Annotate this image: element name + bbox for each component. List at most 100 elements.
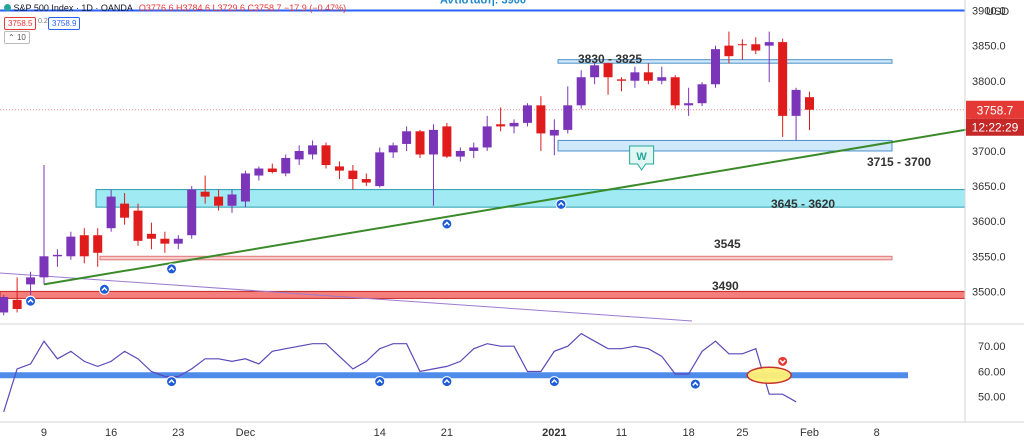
candle-up[interactable]: [281, 157, 291, 174]
candle-up[interactable]: [227, 194, 237, 206]
candle-down[interactable]: [93, 235, 103, 253]
candle-down[interactable]: [670, 77, 680, 106]
candle-up[interactable]: [590, 65, 600, 78]
sell-signal-icon[interactable]: [777, 355, 789, 367]
candle-down[interactable]: [160, 238, 170, 244]
candle-up[interactable]: [375, 152, 385, 187]
zone-3545[interactable]: [99, 255, 893, 261]
price-tick-label: 3800.0: [972, 76, 1006, 88]
candle-down[interactable]: [616, 79, 626, 81]
candle-down[interactable]: [361, 179, 371, 183]
candle-up[interactable]: [39, 256, 49, 278]
resistance-label: Αντίσταση: 3900: [440, 0, 526, 7]
buy-signal-icon[interactable]: [441, 218, 453, 230]
rsi-breakdown-highlight[interactable]: [746, 366, 792, 385]
candle-down[interactable]: [79, 235, 89, 257]
candle-up[interactable]: [684, 103, 694, 106]
bid-button[interactable]: 3758.5: [4, 17, 37, 30]
candle-down[interactable]: [12, 299, 22, 309]
candle-up[interactable]: [106, 196, 116, 229]
level-label-3830: 3830 - 3825: [578, 52, 642, 66]
candle-down[interactable]: [751, 44, 761, 51]
candle-up[interactable]: [657, 77, 667, 81]
candle-down[interactable]: [348, 170, 358, 180]
candle-up[interactable]: [254, 168, 264, 176]
candle-down[interactable]: [267, 168, 277, 173]
candle-down[interactable]: [724, 45, 734, 57]
candle-down[interactable]: [120, 203, 130, 218]
candle-up[interactable]: [697, 84, 707, 104]
candle-down[interactable]: [321, 145, 331, 166]
candle-up[interactable]: [469, 147, 479, 151]
candle-up[interactable]: [402, 131, 412, 144]
candle-down[interactable]: [334, 166, 344, 171]
rsi-buy-signal-icon[interactable]: [441, 376, 453, 388]
candle-down[interactable]: [200, 191, 210, 197]
candle-up[interactable]: [26, 277, 36, 285]
candle-up[interactable]: [482, 126, 492, 148]
buy-signal-icon[interactable]: [25, 295, 37, 307]
zone-3490[interactable]: [0, 290, 966, 299]
w-pattern-callout[interactable]: [629, 145, 655, 171]
candle-up[interactable]: [522, 105, 532, 123]
time-tick-label: Feb: [800, 427, 819, 439]
buy-signal-icon[interactable]: [166, 263, 178, 275]
candle-down[interactable]: [536, 105, 546, 134]
candle-up[interactable]: [0, 297, 9, 313]
zone-3715-3700[interactable]: [557, 139, 893, 152]
chevron-up-icon: [168, 378, 175, 384]
rsi-buy-signal-icon[interactable]: [548, 376, 560, 388]
uptrend-line[interactable]: [43, 118, 1024, 286]
candle-down[interactable]: [805, 97, 814, 110]
candle-up[interactable]: [388, 145, 398, 153]
candle-down[interactable]: [442, 126, 452, 157]
time-tick-label: 18: [683, 427, 695, 439]
candle-up[interactable]: [791, 89, 801, 116]
ohlc-readout: O3776.6 H3784.6 L3729.6 C3758.7 −17.9 (−…: [138, 3, 347, 13]
candle-up[interactable]: [710, 49, 720, 85]
chevron-up-icon: [551, 378, 558, 384]
candle-up[interactable]: [576, 77, 586, 106]
time-tick-label: 14: [374, 427, 386, 439]
buy-signal-icon[interactable]: [555, 198, 567, 210]
candle-down[interactable]: [133, 210, 143, 241]
zone-3830-3825[interactable]: [557, 59, 893, 64]
secondary-trend-line[interactable]: [0, 272, 693, 322]
rsi-buy-signal-icon[interactable]: [374, 376, 386, 388]
chevron-up-icon: [376, 378, 383, 384]
candle-up[interactable]: [764, 42, 774, 46]
price-tick-label: 3650.0: [972, 181, 1006, 193]
candle-up[interactable]: [173, 238, 183, 244]
rsi-buy-signal-icon[interactable]: [166, 376, 178, 388]
rsi-buy-signal-icon[interactable]: [689, 378, 701, 390]
candle-down[interactable]: [603, 63, 613, 78]
candle-down[interactable]: [146, 233, 156, 239]
candle-up[interactable]: [52, 254, 62, 257]
candle-up[interactable]: [294, 150, 304, 160]
candle-up[interactable]: [66, 236, 76, 257]
candle-up[interactable]: [549, 129, 559, 136]
candle-up[interactable]: [240, 173, 250, 202]
ask-button[interactable]: 3758.9: [48, 17, 81, 30]
buy-signal-icon[interactable]: [98, 283, 110, 295]
chart-header: S&P 500 Index · 1D · OANDA O3776.6 H3784…: [4, 3, 346, 13]
symbol-label[interactable]: S&P 500 Index · 1D · OANDA: [13, 3, 133, 13]
candle-down[interactable]: [737, 44, 747, 46]
candle-down[interactable]: [643, 72, 653, 81]
indicator-toggle[interactable]: ⌃ 10: [4, 31, 30, 44]
currency-label[interactable]: USD: [986, 6, 1010, 18]
candle-up[interactable]: [428, 129, 438, 155]
candle-down[interactable]: [496, 124, 506, 127]
rsi-line[interactable]: [3, 332, 797, 413]
candle-down[interactable]: [778, 42, 788, 116]
rsi-tick-label: 70.00: [978, 341, 1006, 353]
candle-up[interactable]: [563, 105, 573, 130]
candle-up[interactable]: [455, 150, 465, 157]
candle-up[interactable]: [630, 72, 640, 81]
candle-down[interactable]: [214, 196, 224, 206]
candle-up[interactable]: [308, 145, 318, 155]
candle-up[interactable]: [187, 189, 197, 236]
candle-down[interactable]: [415, 131, 425, 155]
candle-up[interactable]: [509, 122, 519, 127]
